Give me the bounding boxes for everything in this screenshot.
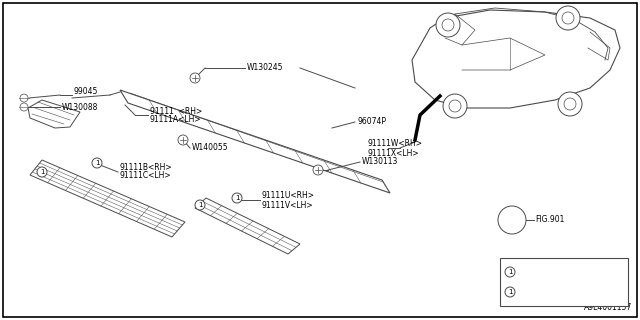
Bar (500, 258, 628, 306)
Text: W140055: W140055 (192, 143, 228, 153)
Text: 91111C<LH>: 91111C<LH> (120, 172, 172, 180)
Text: 91111W<RH>: 91111W<RH> (368, 140, 423, 148)
Text: 91111A<LH>: 91111A<LH> (150, 116, 202, 124)
Text: 1: 1 (40, 169, 44, 175)
Circle shape (505, 267, 515, 277)
Circle shape (195, 200, 205, 210)
Text: FIG.901: FIG.901 (535, 215, 564, 225)
Text: W130109(1410- ): W130109(1410- ) (518, 289, 582, 295)
Text: 91111V<LH>: 91111V<LH> (262, 201, 314, 210)
Circle shape (498, 206, 526, 234)
Circle shape (37, 167, 47, 177)
Polygon shape (195, 198, 300, 254)
Text: W130113: W130113 (362, 157, 398, 166)
Polygon shape (412, 10, 620, 108)
Text: 96074P: 96074P (357, 117, 386, 126)
Circle shape (436, 13, 460, 37)
Circle shape (190, 73, 200, 83)
Circle shape (20, 94, 28, 102)
Circle shape (443, 94, 467, 118)
Circle shape (178, 135, 188, 145)
Text: 91111  <RH>: 91111 <RH> (150, 108, 202, 116)
Circle shape (92, 158, 102, 168)
Circle shape (232, 193, 242, 203)
Circle shape (558, 92, 582, 116)
Text: 91111B<RH>: 91111B<RH> (120, 164, 173, 172)
Text: W130245: W130245 (247, 63, 284, 73)
Text: 1: 1 (235, 195, 239, 201)
Text: A9L4001157: A9L4001157 (584, 303, 632, 312)
Circle shape (313, 165, 323, 175)
Circle shape (564, 98, 576, 110)
Text: W130088: W130088 (62, 102, 99, 111)
Circle shape (556, 6, 580, 30)
Circle shape (442, 19, 454, 31)
Polygon shape (28, 100, 80, 128)
Circle shape (20, 103, 28, 111)
Text: 1: 1 (95, 160, 99, 166)
Text: 99045: 99045 (74, 86, 99, 95)
Text: 1: 1 (508, 289, 512, 295)
Circle shape (505, 287, 515, 297)
Text: 1: 1 (198, 202, 202, 208)
Text: 1: 1 (508, 269, 512, 275)
Text: W130088( -1409): W130088( -1409) (518, 269, 582, 275)
Text: 91111X<LH>: 91111X<LH> (368, 148, 420, 157)
Circle shape (449, 100, 461, 112)
Circle shape (562, 12, 574, 24)
Polygon shape (30, 160, 185, 237)
Text: 91111U<RH>: 91111U<RH> (262, 191, 315, 201)
Polygon shape (120, 90, 390, 193)
